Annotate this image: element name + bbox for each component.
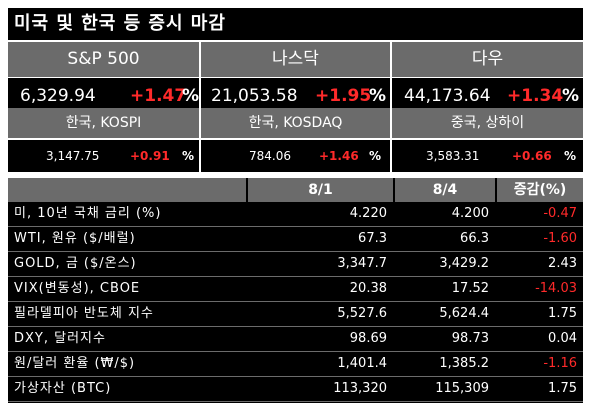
index-values: 3,147.75 +0.91 %: [8, 140, 199, 172]
row-label: DXY, 달러지수: [8, 328, 246, 350]
index-values: 3,583.31 +0.66 %: [392, 140, 583, 172]
index-change: +1.34: [507, 86, 564, 106]
table-row: 원/달러 환율 (₩/$) 1,401.4 1,385.2 -1.16: [8, 353, 583, 375]
row-divider: [8, 376, 583, 377]
row-label: 미, 10년 국채 금리 (%): [8, 203, 246, 225]
row-label: GOLD, 금 ($/온스): [8, 253, 246, 275]
index-change: +1.46: [319, 149, 359, 163]
row-label: 가상자산 (BTC): [8, 378, 246, 400]
index-name: 다우: [392, 42, 583, 77]
table-row: WTI, 원유 ($/배럴) 67.3 66.3 -1.60: [8, 228, 583, 250]
index-value: 784.06: [249, 149, 291, 163]
page-title: 미국 및 한국 등 증시 마감: [8, 8, 583, 40]
row-value-date2: 3,429.2: [395, 253, 495, 275]
index-change: +1.95: [315, 86, 372, 106]
row-divider: [8, 351, 583, 352]
index-name: 중국, 상하이: [392, 108, 583, 138]
index-pct: %: [369, 86, 387, 106]
row-divider: [8, 401, 583, 402]
row-label: 원/달러 환율 (₩/$): [8, 353, 246, 375]
row-value-date1: 67.3: [248, 228, 393, 250]
index-panel-kosdaq: 한국, KOSDAQ 784.06 +1.46 %: [201, 108, 390, 172]
index-name: 한국, KOSDAQ: [201, 108, 390, 138]
row-divider: [8, 251, 583, 252]
index-value: 3,147.75: [46, 149, 100, 163]
index-panel-nasdaq: 나스닥 21,053.58 +1.95 %: [201, 42, 390, 115]
row-value-date1: 1,401.4: [248, 353, 393, 375]
row-divider: [8, 301, 583, 302]
table-header-date1: 8/1: [248, 178, 393, 202]
table-header-change: 증감(%): [497, 178, 583, 202]
table-row: VIX(변동성), CBOE 20.38 17.52 -14.03: [8, 278, 583, 300]
index-panel-sp500: S&P 500 6,329.94 +1.47 %: [8, 42, 199, 115]
row-value-date1: 3,347.7: [248, 253, 393, 275]
row-value-date1: 20.38: [248, 278, 393, 300]
row-value-date2: 5,624.4: [395, 303, 495, 325]
table-row: DXY, 달러지수 98.69 98.73 0.04: [8, 328, 583, 350]
row-change: 1.75: [497, 303, 583, 325]
row-value-date2: 1,385.2: [395, 353, 495, 375]
index-name: S&P 500: [8, 42, 199, 77]
index-values: 784.06 +1.46 %: [201, 140, 390, 172]
index-change: +0.66: [512, 149, 552, 163]
row-divider: [8, 276, 583, 277]
index-value: 21,053.58: [211, 86, 298, 106]
index-pct: %: [182, 149, 195, 163]
index-pct: %: [562, 86, 580, 106]
row-value-date2: 4.200: [395, 203, 495, 225]
row-label: 필라델피아 반도체 지수: [8, 303, 246, 325]
table-header-label: [8, 178, 246, 202]
index-pct: %: [182, 86, 200, 106]
index-change: +0.91: [130, 149, 170, 163]
index-pct: %: [369, 149, 382, 163]
row-change: -14.03: [497, 278, 583, 300]
row-change: 0.04: [497, 328, 583, 350]
row-change: -1.60: [497, 228, 583, 250]
table-row: GOLD, 금 ($/온스) 3,347.7 3,429.2 2.43: [8, 253, 583, 275]
row-value-date1: 5,527.6: [248, 303, 393, 325]
row-value-date2: 115,309: [395, 378, 495, 400]
row-value-date1: 98.69: [248, 328, 393, 350]
index-value: 6,329.94: [20, 86, 96, 106]
row-value-date2: 66.3: [395, 228, 495, 250]
index-panel-shanghai: 중국, 상하이 3,583.31 +0.66 %: [392, 108, 583, 172]
row-label: VIX(변동성), CBOE: [8, 278, 246, 300]
row-divider: [8, 326, 583, 327]
index-name: 나스닥: [201, 42, 390, 77]
row-divider: [8, 226, 583, 227]
row-value-date2: 98.73: [395, 328, 495, 350]
table-row: 가상자산 (BTC) 113,320 115,309 1.75: [8, 378, 583, 400]
index-value: 3,583.31: [426, 149, 480, 163]
table-header-date2: 8/4: [395, 178, 495, 202]
row-change: -0.47: [497, 203, 583, 225]
index-panel-dow: 다우 44,173.64 +1.34 %: [392, 42, 583, 115]
row-change: -1.16: [497, 353, 583, 375]
index-panel-kospi: 한국, KOSPI 3,147.75 +0.91 %: [8, 108, 199, 172]
market-table: 8/1 8/4 증감(%) 미, 10년 국채 금리 (%) 4.220 4.200…: [8, 178, 583, 403]
row-value-date1: 4.220: [248, 203, 393, 225]
row-value-date1: 113,320: [248, 378, 393, 400]
row-label: WTI, 원유 ($/배럴): [8, 228, 246, 250]
index-name: 한국, KOSPI: [8, 108, 199, 138]
row-value-date2: 17.52: [395, 278, 495, 300]
table-row: 미, 10년 국채 금리 (%) 4.220 4.200 -0.47: [8, 203, 583, 225]
index-value: 44,173.64: [404, 86, 491, 106]
index-change: +1.47: [130, 86, 187, 106]
index-pct: %: [564, 149, 577, 163]
row-change: 2.43: [497, 253, 583, 275]
table-row: 필라델피아 반도체 지수 5,527.6 5,624.4 1.75: [8, 303, 583, 325]
row-change: 1.75: [497, 378, 583, 400]
